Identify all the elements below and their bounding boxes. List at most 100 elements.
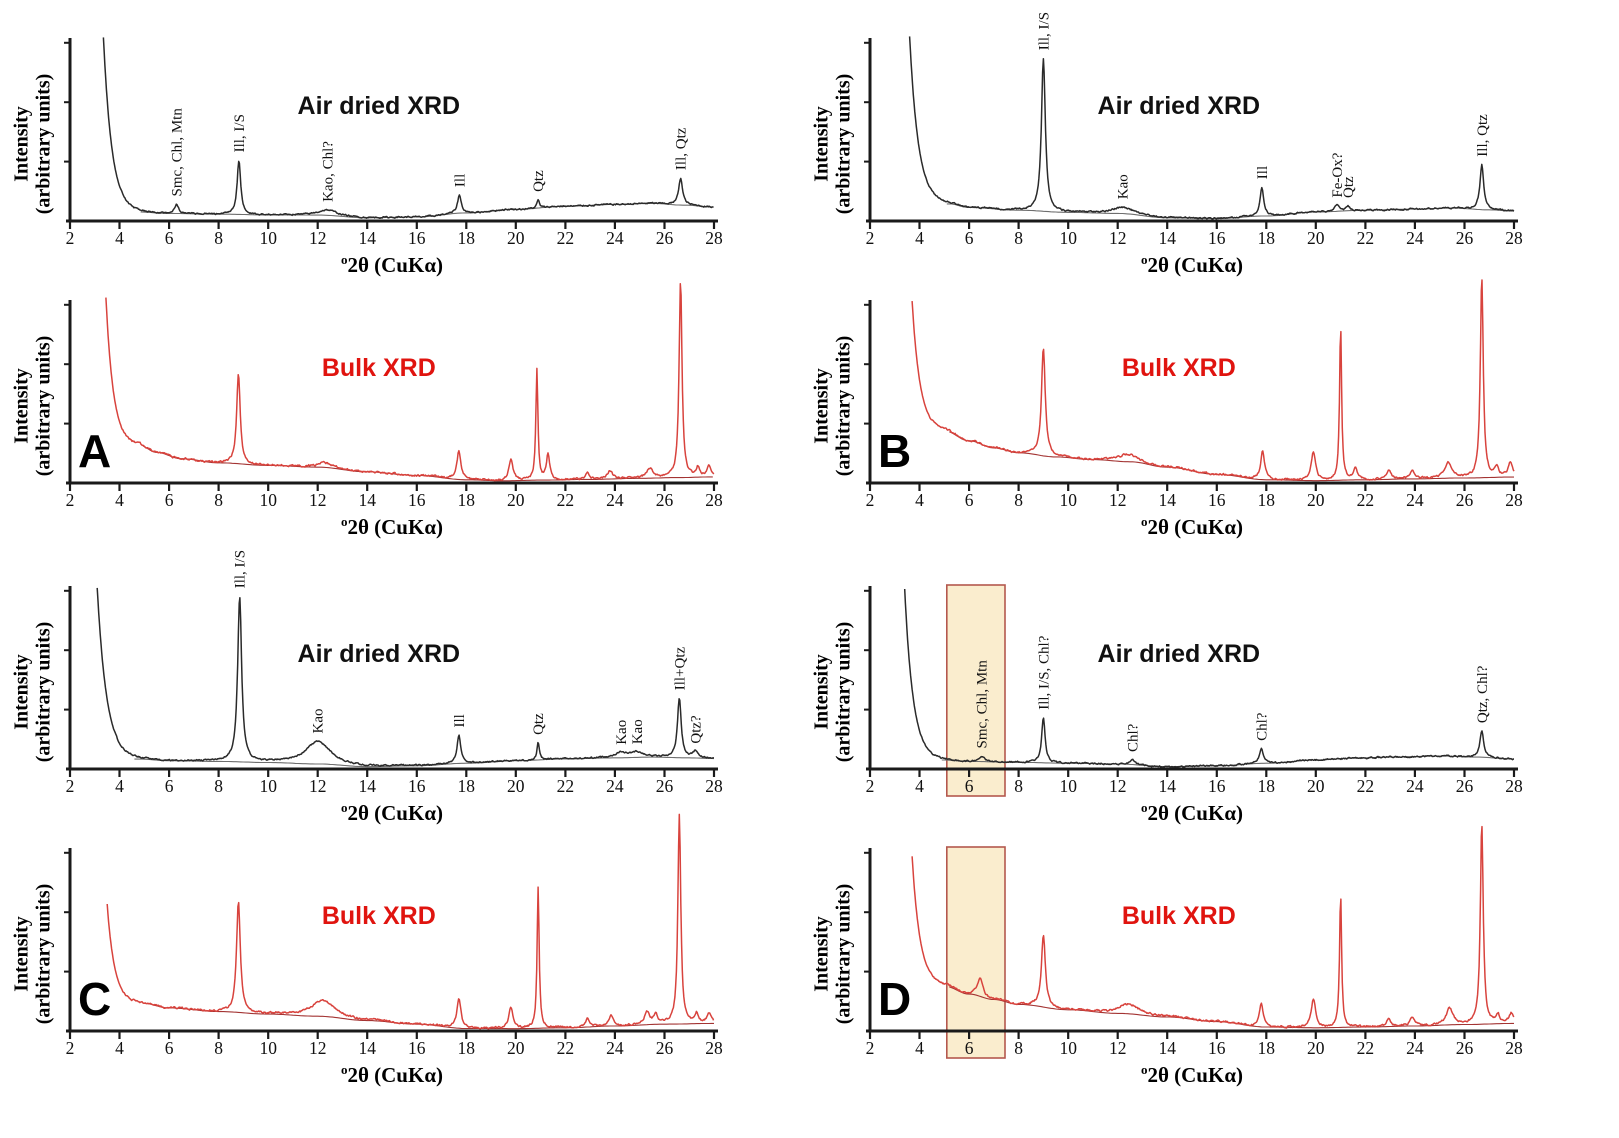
chart-title: Air dried XRD bbox=[1097, 640, 1261, 668]
x-tick-label: 22 bbox=[557, 1038, 575, 1058]
x-tick-label: 12 bbox=[309, 228, 327, 248]
y-axis-label-line2: (arbitrary units) bbox=[833, 335, 855, 476]
x-tick-label: 18 bbox=[1258, 1038, 1276, 1058]
peak-label: Ill bbox=[452, 714, 468, 727]
y-axis-label: Intensity (arbitrary units) bbox=[4, 846, 62, 1061]
x-tick-label: 22 bbox=[557, 776, 575, 796]
x-tick-label: 22 bbox=[1357, 228, 1375, 248]
x-tick-label: 4 bbox=[915, 228, 924, 248]
y-axis-label-line2: (arbitrary units) bbox=[33, 621, 55, 762]
xrd-plot-a-bulk: 2 4 6 8 10 12 14 16 18 20 22 24 26 28 bbox=[64, 283, 723, 510]
chart-c-bulk: Intensity (arbitrary units) Bulk XRD C 2… bbox=[4, 813, 804, 1092]
x-tick-label: 8 bbox=[214, 228, 223, 248]
x-tick-label: 2 bbox=[866, 490, 875, 510]
chart-d-air-dried: Intensity (arbitrary units) Air dried XR… bbox=[804, 584, 1523, 830]
y-axis-label-line1: Intensity bbox=[10, 105, 33, 182]
y-axis-label-line1: Intensity bbox=[10, 367, 33, 444]
xrd-trace bbox=[105, 283, 715, 482]
x-tick-label: 18 bbox=[1258, 776, 1276, 796]
x-tick-label: 8 bbox=[1014, 1038, 1023, 1058]
x-axis-label-text: 2θ (CuKα) bbox=[1147, 1063, 1244, 1087]
x-tick-label: 20 bbox=[1307, 1038, 1325, 1058]
y-axis-label: Intensity (arbitrary units) bbox=[4, 298, 62, 513]
peak-label: Ill bbox=[452, 174, 468, 187]
x-tick-label: 10 bbox=[1059, 1038, 1077, 1058]
x-tick-label: 6 bbox=[165, 1038, 174, 1058]
x-axis-label-text: 2θ (CuKα) bbox=[1147, 801, 1244, 825]
y-axis-label-text: Intensity (arbitrary units) bbox=[11, 73, 56, 214]
x-tick-label: 4 bbox=[115, 1038, 124, 1058]
chart-a-air-dried: Intensity (arbitrary units) Air dried XR… bbox=[4, 36, 804, 282]
x-tick-label: 26 bbox=[656, 228, 674, 248]
chart-title: Bulk XRD bbox=[321, 354, 436, 382]
x-tick-label: 24 bbox=[1406, 776, 1424, 796]
x-tick-label: 18 bbox=[458, 228, 476, 248]
x-tick-label: 24 bbox=[606, 1038, 624, 1058]
x-tick-label: 10 bbox=[259, 490, 277, 510]
x-tick-label: 8 bbox=[1014, 776, 1023, 796]
x-tick-label: 10 bbox=[259, 1038, 277, 1058]
xrd-trace bbox=[102, 37, 714, 220]
x-tick-label: 22 bbox=[557, 228, 575, 248]
x-tick-label: 16 bbox=[1208, 776, 1226, 796]
x-tick-label: 14 bbox=[358, 490, 376, 510]
x-tick-label: 14 bbox=[1158, 1038, 1176, 1058]
x-axis-label-text: 2θ (CuKα) bbox=[347, 801, 444, 825]
x-tick-label: 24 bbox=[1406, 1038, 1424, 1058]
x-tick-label: 2 bbox=[866, 776, 875, 796]
x-tick-label: 16 bbox=[408, 1038, 426, 1058]
y-axis-label: Intensity (arbitrary units) bbox=[804, 846, 862, 1061]
x-tick-label: 18 bbox=[458, 490, 476, 510]
x-tick-label: 22 bbox=[1357, 1038, 1375, 1058]
chart-title: Bulk XRD bbox=[321, 902, 436, 930]
y-axis-label-line2: (arbitrary units) bbox=[833, 621, 855, 762]
x-tick-label: 6 bbox=[965, 1038, 974, 1058]
y-axis-label-line2: (arbitrary units) bbox=[33, 335, 55, 476]
x-tick-label: 12 bbox=[1109, 1038, 1127, 1058]
x-tick-label: 26 bbox=[1456, 228, 1474, 248]
y-axis-label-line1: Intensity bbox=[810, 915, 833, 992]
peak-label: Qtz, Chl? bbox=[1475, 665, 1491, 723]
peak-label: Kao bbox=[614, 720, 630, 745]
x-tick-label: 8 bbox=[214, 490, 223, 510]
x-tick-label: 14 bbox=[1158, 776, 1176, 796]
plot-area: Bulk XRD D 2 4 6 8 10 12 14 16 18 20 22 24 26 28 o2θ … bbox=[862, 825, 1523, 1092]
xrd-trace bbox=[908, 36, 1515, 220]
x-tick-label: 14 bbox=[358, 228, 376, 248]
y-axis-label-line1: Intensity bbox=[810, 367, 833, 444]
baseline-fit-line bbox=[949, 986, 1514, 1029]
x-tick-label: 12 bbox=[309, 1038, 327, 1058]
panel-a: Intensity (arbitrary units) Air dried XR… bbox=[4, 36, 804, 584]
x-tick-label: 8 bbox=[1014, 228, 1023, 248]
x-axis-label-text: 2θ (CuKα) bbox=[1147, 515, 1244, 539]
x-tick-label: 24 bbox=[1406, 490, 1424, 510]
x-tick-label: 14 bbox=[358, 776, 376, 796]
x-axis-label: o2θ (CuKα) bbox=[62, 800, 722, 830]
highlight-box bbox=[946, 846, 1006, 1059]
plot-area: Bulk XRD A 2 4 6 8 10 12 14 16 18 20 22 24 26 28 o2θ … bbox=[62, 283, 723, 544]
x-tick-label: 26 bbox=[1456, 490, 1474, 510]
x-tick-label: 14 bbox=[1158, 228, 1176, 248]
x-tick-label: 28 bbox=[1505, 776, 1523, 796]
x-tick-label: 10 bbox=[1059, 228, 1077, 248]
y-axis-label-text: Intensity (arbitrary units) bbox=[811, 73, 856, 214]
x-tick-label: 26 bbox=[1456, 776, 1474, 796]
x-tick-label: 26 bbox=[656, 1038, 674, 1058]
x-tick-label: 16 bbox=[408, 490, 426, 510]
x-tick-label: 4 bbox=[915, 776, 924, 796]
x-tick-label: 18 bbox=[1258, 228, 1276, 248]
x-tick-label: 12 bbox=[1109, 228, 1127, 248]
x-tick-label: 2 bbox=[66, 1038, 75, 1058]
x-tick-label: 2 bbox=[66, 490, 75, 510]
plot-area: Air dried XRD 2 4 6 8 10 12 14 16 18 20 22 24 26 28 Il… bbox=[62, 550, 723, 830]
baseline-fit-line bbox=[134, 756, 715, 768]
y-axis-label: Intensity (arbitrary units) bbox=[804, 36, 862, 251]
chart-title: Air dried XRD bbox=[297, 92, 461, 120]
x-tick-label: 12 bbox=[1109, 490, 1127, 510]
y-axis-label-text: Intensity (arbitrary units) bbox=[811, 335, 856, 476]
xrd-plot-c-bulk: 2 4 6 8 10 12 14 16 18 20 22 24 26 28 bbox=[64, 813, 723, 1058]
chart-title: Air dried XRD bbox=[297, 640, 461, 668]
peak-label: Qtz bbox=[531, 170, 547, 192]
x-tick-label: 18 bbox=[458, 776, 476, 796]
